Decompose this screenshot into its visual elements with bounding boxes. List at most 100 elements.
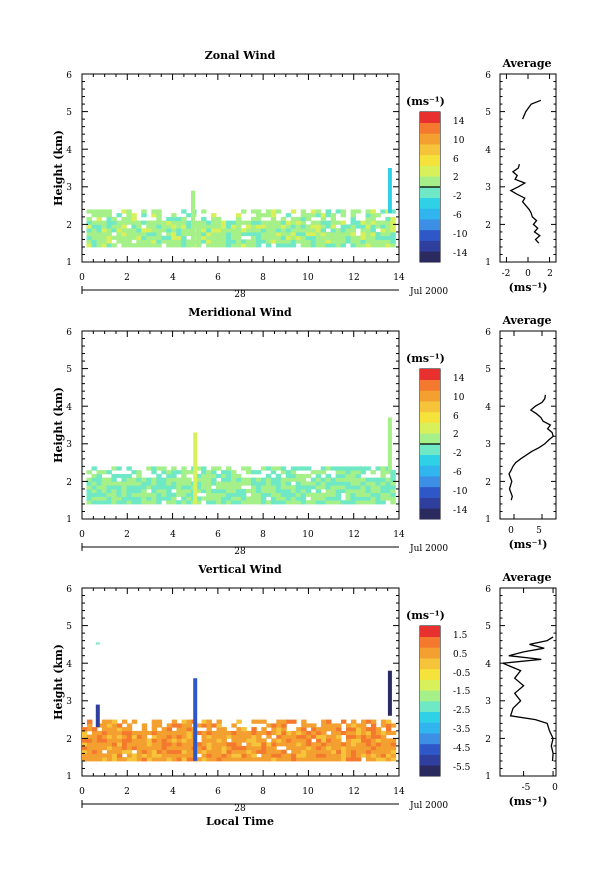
heatmap-cell [270, 466, 277, 471]
heatmap-cell [241, 730, 247, 736]
heatmap-cell [345, 224, 351, 229]
heatmap-cell [365, 485, 371, 490]
profile-line [508, 394, 554, 501]
heatmap-cell [346, 742, 352, 747]
heatmap-cell [370, 757, 377, 762]
heatmap-cell [171, 470, 177, 475]
heatmap-cell [216, 481, 222, 486]
heatmap-cell [96, 753, 103, 758]
heatmap-spike [387, 168, 392, 214]
heatmap-cell [206, 235, 212, 240]
heatmap-cell [291, 734, 297, 739]
heatmap-cell [290, 488, 297, 494]
heatmap-cell [116, 473, 122, 479]
heatmap-cell [250, 228, 257, 233]
heatmap-cell [241, 466, 247, 471]
heatmap-cell [176, 220, 182, 225]
heatmap-cell [290, 473, 297, 479]
heatmap-cell [340, 228, 346, 233]
heatmap-cell [131, 235, 137, 240]
heatmap-cell [141, 243, 147, 248]
colorbar-tick: -6 [453, 211, 462, 221]
heatmap-cell [96, 213, 102, 218]
heatmap-cell [390, 496, 396, 501]
heatmap-cell [260, 488, 267, 494]
heatmap-cell [111, 485, 117, 490]
heatmap-cell [91, 496, 97, 501]
heatmap-cell [321, 749, 327, 754]
heatmap-cell [121, 243, 127, 248]
heatmap-cell [201, 745, 207, 751]
heatmap-cell [216, 723, 222, 728]
heatmap-cell [111, 723, 118, 728]
heatmap-cell [350, 488, 356, 494]
heatmap-cell [385, 753, 392, 758]
heatmap-cell [326, 757, 332, 762]
y-tick-labels: 1 2 3 4 5 6 [66, 328, 72, 525]
heatmap-cell [87, 749, 93, 754]
heatmap-cell [156, 730, 163, 736]
heatmap-cell [116, 220, 122, 225]
heatmap-cell [295, 492, 302, 497]
heatmap-cell [186, 228, 192, 233]
heatmap-cell [300, 496, 307, 501]
heatmap-cell [96, 220, 102, 225]
heatmap-cell [306, 723, 312, 728]
heatmap-cell [350, 220, 356, 225]
heatmap-cell [336, 727, 342, 732]
heatmap-cell [245, 231, 252, 237]
heatmap-cell [265, 500, 272, 505]
heatmap-cell [181, 742, 187, 747]
heatmap-cell [275, 239, 282, 244]
heatmap-cell [296, 727, 302, 732]
heatmap-cell [116, 488, 122, 494]
heatmap-cell [256, 738, 262, 743]
heatmap-cell [181, 723, 187, 728]
heatmap-cell [146, 745, 153, 751]
heatmap-cell [136, 231, 142, 237]
heatmap-cell [216, 500, 222, 505]
heatmap-cell [176, 749, 182, 754]
heatmap-cell [126, 727, 133, 732]
heatmap-cell [271, 738, 277, 743]
heatmap-cell [181, 470, 187, 475]
heatmap-cell [350, 485, 356, 490]
heatmap-cell [166, 473, 172, 479]
y-tick-label: 3 [66, 183, 72, 193]
heatmap-spike [193, 432, 198, 504]
heatmap-cell [325, 220, 331, 225]
heatmap-cell [136, 749, 143, 754]
profile-y-tick: 3 [485, 440, 491, 450]
heatmap-cell [186, 470, 192, 475]
heatmap-cell [290, 209, 297, 214]
profile-x-tick: 0 [525, 269, 531, 279]
heatmap-cell [335, 488, 341, 494]
heatmap-cell [156, 734, 163, 739]
heatmap-cells [86, 168, 396, 248]
heatmap-cell [306, 742, 312, 747]
heatmap-cell [141, 485, 147, 490]
heatmap-cell [316, 757, 322, 762]
heatmap-cell [131, 734, 138, 739]
heatmap-cell [156, 477, 162, 482]
date-axis: 28 Jul 2000 [81, 543, 448, 557]
heatmap-cell [365, 738, 372, 743]
heatmap-cell [101, 485, 107, 490]
heatmap-cell [266, 749, 272, 754]
heatmap-cell [91, 235, 97, 240]
heatmap-cell [196, 757, 202, 762]
heatmap-cell [241, 749, 247, 754]
heatmap-cell [360, 228, 366, 233]
heatmap-cell [241, 738, 247, 743]
profile-line [509, 99, 542, 244]
heatmap-cell [226, 235, 232, 240]
heatmap-cell [246, 738, 252, 743]
heatmap-cell [116, 466, 122, 471]
heatmap-cell [331, 734, 337, 739]
heatmap-cell [375, 243, 381, 248]
heatmap-cell [166, 730, 173, 736]
heatmap-cell [291, 738, 297, 743]
heatmap-cell [231, 730, 237, 736]
heatmap-cell [390, 239, 396, 244]
heatmap-cell [380, 228, 386, 233]
